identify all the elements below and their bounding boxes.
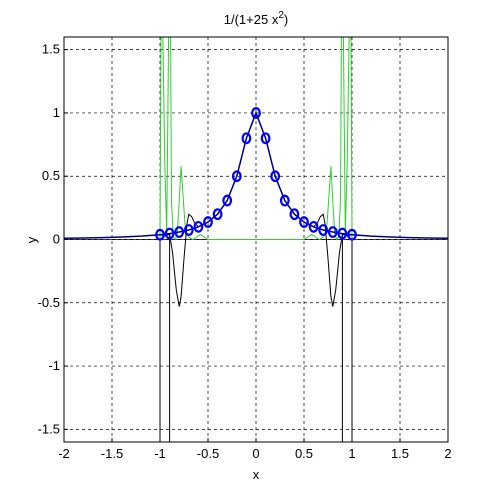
node-marker: [174, 226, 185, 238]
y-tick-label: 1.5: [42, 42, 60, 57]
node-marker: [308, 220, 319, 233]
x-tick-label: 2: [444, 446, 451, 461]
x-tick-label: 0: [252, 446, 259, 461]
y-axis-label: y: [24, 236, 39, 243]
y-tick-label: -1.5: [38, 421, 60, 436]
node-marker: [299, 216, 309, 228]
y-tick-label: -1: [48, 358, 60, 373]
x-tick-label: -1: [154, 446, 166, 461]
node-marker: [241, 132, 252, 145]
chart-title-superscript: 2: [278, 10, 284, 21]
x-tick-label: 0.5: [295, 446, 313, 461]
series-line-green: [159, 36, 353, 241]
y-tick-label: 1: [53, 105, 60, 120]
node-marker: [231, 170, 242, 183]
series-line-function: [63, 110, 449, 239]
node-marker: [279, 194, 290, 207]
node-marker: [222, 194, 233, 207]
node-marker: [193, 220, 204, 233]
node-marker: [327, 226, 338, 238]
x-tick-label: 1.5: [391, 446, 409, 461]
node-marker: [251, 107, 261, 119]
node-marker: [203, 216, 213, 228]
node-marker: [289, 208, 300, 221]
plot-area: [63, 36, 449, 442]
plot-frame: [63, 36, 449, 443]
x-tick-label: -1.5: [101, 446, 123, 461]
x-axis-label: x: [253, 467, 260, 482]
y-tick-label: 0: [53, 232, 60, 247]
node-marker: [183, 224, 194, 236]
chart-title-base: 1/(1+25 x: [224, 12, 279, 27]
chart-title: 1/(1+25 x2): [224, 10, 288, 27]
node-marker: [318, 224, 329, 236]
node-marker: [212, 208, 223, 221]
node-marker: [270, 170, 281, 183]
node-marker: [155, 228, 165, 241]
node-marker: [347, 228, 357, 241]
x-tick-label: -2: [58, 446, 70, 461]
x-tick-label: 1: [348, 446, 355, 461]
node-marker: [164, 227, 175, 240]
node-marker: [260, 132, 271, 145]
node-marker: [337, 227, 348, 240]
y-tick-label: -0.5: [38, 295, 60, 310]
chart-title-end: ): [284, 12, 288, 27]
axes: -2 -1.5 -1 -0.5 0 0.5 1 1.5 2 -1.5 -1 -0.5 0 0.5 1 1.5: [38, 42, 452, 461]
x-tick-label: -0.5: [197, 446, 219, 461]
y-tick-label: 0.5: [42, 168, 60, 183]
